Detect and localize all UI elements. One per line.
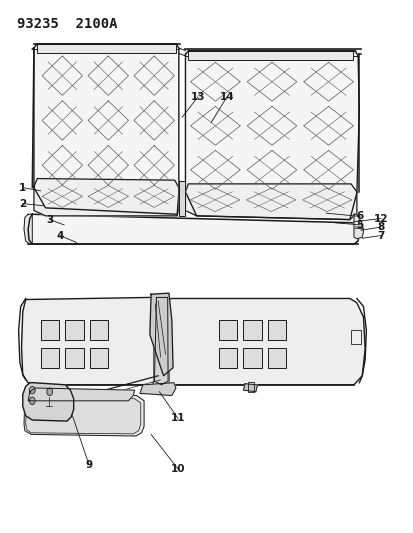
Circle shape — [29, 386, 35, 394]
Polygon shape — [353, 214, 363, 239]
Text: 5: 5 — [356, 220, 363, 230]
Text: 12: 12 — [373, 214, 387, 223]
Polygon shape — [26, 399, 140, 434]
Text: 6: 6 — [356, 212, 363, 221]
Polygon shape — [150, 293, 173, 376]
Polygon shape — [28, 214, 358, 244]
Polygon shape — [21, 297, 154, 385]
Bar — [40, 320, 59, 340]
Bar — [40, 348, 59, 368]
Polygon shape — [34, 179, 178, 216]
Polygon shape — [154, 297, 168, 385]
Text: 11: 11 — [170, 414, 185, 423]
Bar — [243, 320, 261, 340]
Bar — [188, 51, 352, 60]
Text: 8: 8 — [376, 222, 384, 232]
Polygon shape — [28, 388, 134, 401]
Polygon shape — [169, 298, 364, 385]
Polygon shape — [178, 181, 185, 216]
Polygon shape — [185, 51, 358, 220]
Bar — [350, 330, 361, 344]
Polygon shape — [23, 383, 74, 421]
Polygon shape — [24, 394, 144, 436]
Polygon shape — [185, 184, 356, 220]
Bar — [218, 320, 236, 340]
Polygon shape — [140, 383, 176, 395]
Bar — [65, 348, 83, 368]
Polygon shape — [34, 44, 178, 214]
Text: 9: 9 — [85, 460, 93, 470]
Bar — [65, 320, 83, 340]
Text: 10: 10 — [170, 464, 185, 474]
Text: 13: 13 — [190, 92, 205, 102]
Bar — [268, 348, 286, 368]
Bar — [218, 348, 236, 368]
Bar — [247, 382, 253, 392]
Text: 93235  2100A: 93235 2100A — [17, 17, 118, 31]
Bar — [90, 320, 108, 340]
Text: 2: 2 — [19, 199, 26, 208]
Bar — [37, 44, 176, 53]
Circle shape — [47, 388, 52, 395]
Polygon shape — [243, 384, 257, 392]
Text: 14: 14 — [219, 92, 234, 102]
Bar — [90, 348, 108, 368]
Text: 7: 7 — [376, 231, 384, 240]
Text: 1: 1 — [19, 183, 26, 192]
Text: 3: 3 — [46, 215, 53, 224]
Circle shape — [29, 397, 35, 405]
Bar — [268, 320, 286, 340]
Bar — [243, 348, 261, 368]
Polygon shape — [24, 214, 32, 244]
Text: 4: 4 — [56, 231, 64, 240]
